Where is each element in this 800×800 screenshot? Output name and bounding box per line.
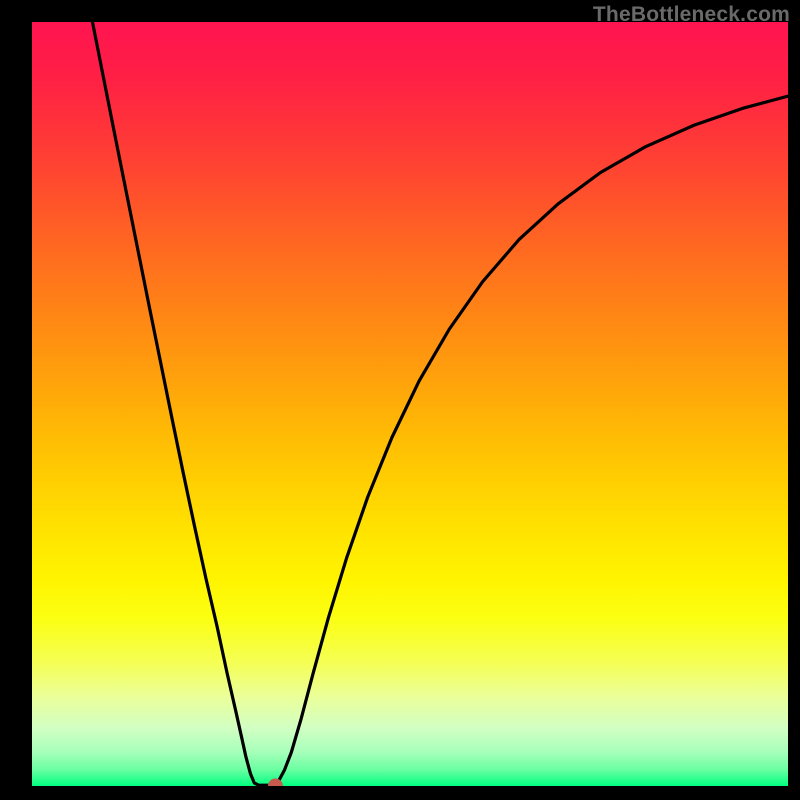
bottleneck-chart <box>32 22 788 786</box>
watermark-text: TheBottleneck.com <box>593 3 790 27</box>
chart-frame: TheBottleneck.com <box>0 0 800 800</box>
gradient-background <box>32 22 788 786</box>
